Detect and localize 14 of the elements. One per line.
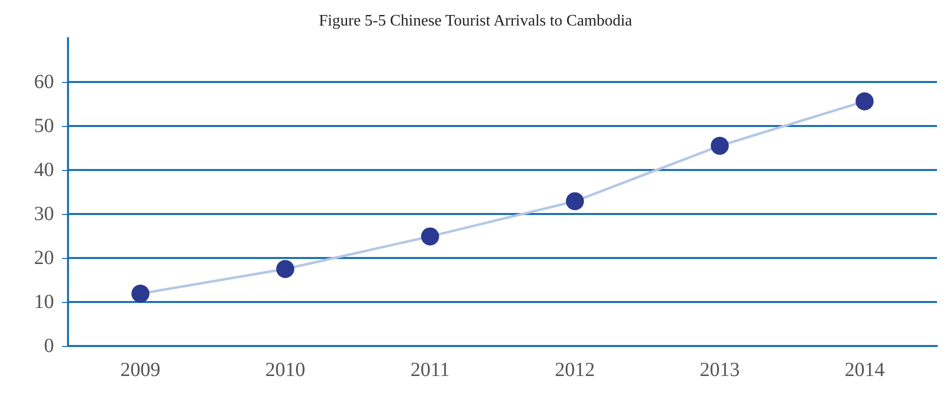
y-tick-label: 50 — [34, 115, 54, 137]
y-tick-label: 30 — [34, 203, 54, 225]
chart-title: Figure 5-5 Chinese Tourist Arrivals to Cambodia — [318, 12, 632, 30]
y-tick-label: 60 — [34, 71, 54, 93]
x-tick-label: 2014 — [844, 359, 885, 381]
y-tick-label: 20 — [34, 247, 54, 269]
x-tick-label: 2013 — [700, 359, 740, 381]
y-tick-label: 0 — [44, 335, 54, 357]
y-tick-label: 10 — [34, 291, 54, 313]
x-tick-label: 2012 — [554, 359, 595, 381]
x-tick-label: 2010 — [265, 359, 306, 381]
x-tick-label: 2011 — [410, 359, 450, 381]
x-tick-label: 2009 — [120, 359, 160, 381]
y-tick-label: 40 — [34, 159, 54, 181]
